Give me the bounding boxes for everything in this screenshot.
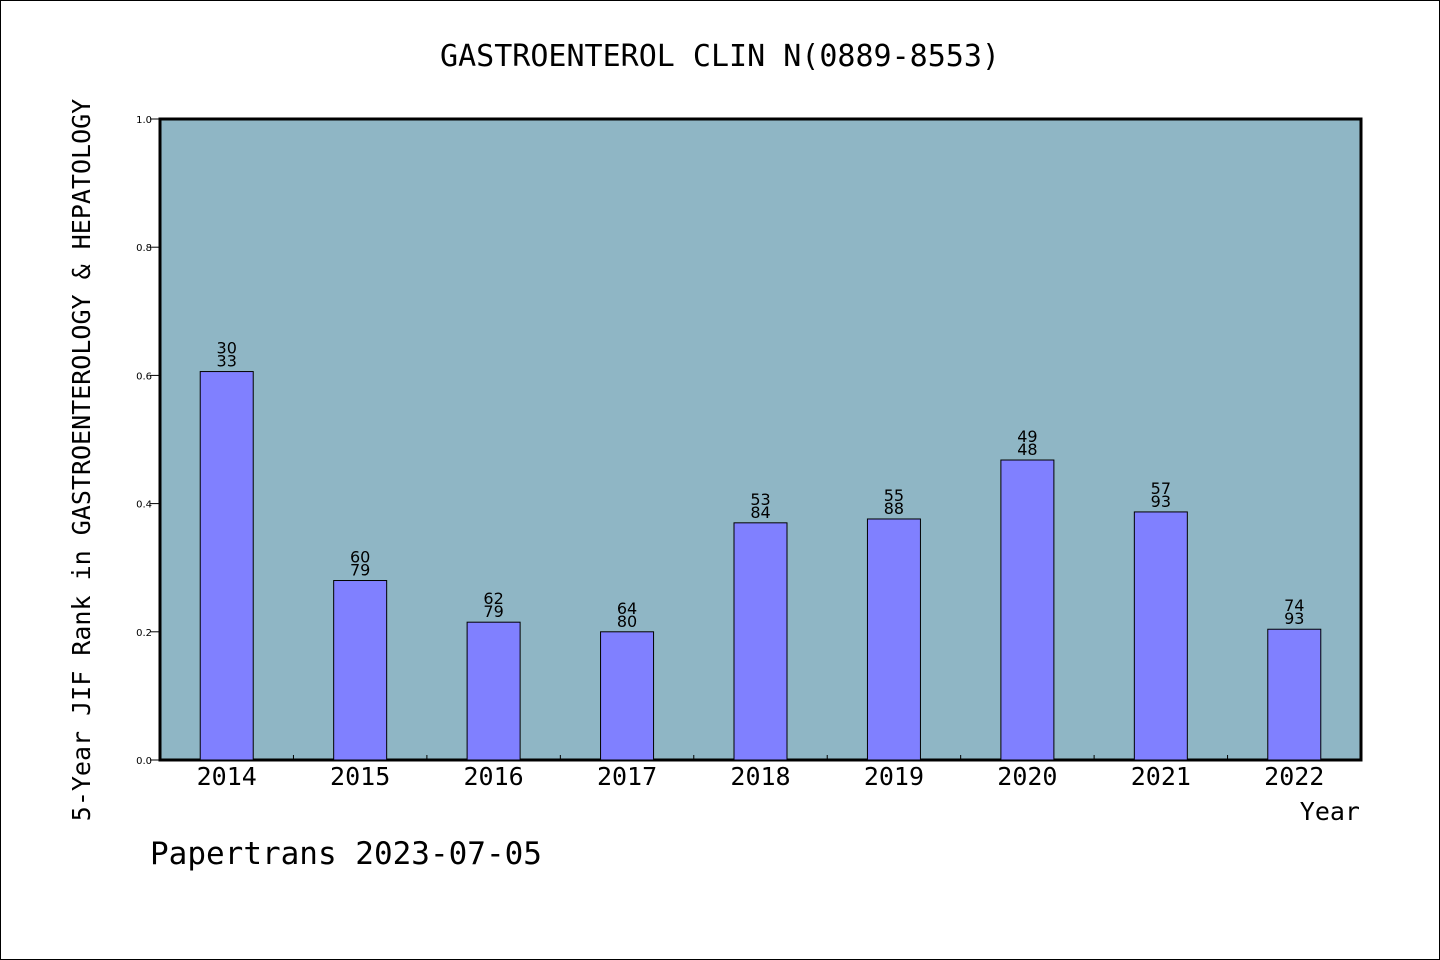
y-tick-label: 0.4: [136, 500, 152, 511]
y-tick-label: 1.0: [136, 115, 152, 126]
x-axis-label: Year: [1300, 797, 1360, 826]
bar-label-total: 79: [483, 602, 503, 621]
bar-label-rank: 64: [617, 599, 637, 618]
x-tick-label: 2016: [464, 762, 524, 791]
chart-title: GASTROENTEROL CLIN N(0889-8553): [440, 39, 1000, 74]
bar-label-rank: 53: [750, 490, 770, 509]
bar: [333, 580, 388, 761]
bar-label-total: 33: [217, 352, 237, 371]
x-tick-label: 2021: [1131, 762, 1191, 791]
bar: [1000, 459, 1055, 761]
bar: [1267, 628, 1322, 761]
x-tick-label: 2014: [197, 762, 257, 791]
x-axis: 2014 2015 2016 2017 2018 2019 2020 2021 2022: [197, 755, 1324, 791]
bar-label-rank: 30: [217, 339, 237, 358]
bar-label-total: 80: [617, 612, 637, 631]
bar: [600, 631, 655, 761]
bar: [199, 371, 254, 761]
bar-label-total: 93: [1284, 609, 1304, 628]
y-tick-label: 0.2: [136, 628, 152, 639]
bar-label-total: 48: [1017, 440, 1037, 459]
x-tick-label: 2022: [1264, 762, 1324, 791]
bar-label-total: 79: [350, 561, 370, 580]
bar-label-rank: 74: [1284, 596, 1304, 615]
bar-label-rank: 60: [350, 548, 370, 567]
y-tick-label: 0.8: [136, 243, 152, 254]
x-tick-label: 2019: [864, 762, 924, 791]
bar: [733, 522, 788, 761]
x-tick-label: 2017: [597, 762, 657, 791]
y-axis: 0.0 0.2 0.4 0.6 0.8 1.0: [136, 115, 160, 767]
y-axis-label: 5-Year JIF Rank in GASTROENTEROLOGY & HE…: [67, 99, 96, 821]
bar-label-rank: 49: [1017, 427, 1037, 446]
bar-label-rank: 57: [1151, 479, 1171, 498]
x-tick-label: 2015: [330, 762, 390, 791]
bar: [1133, 511, 1188, 761]
y-tick-label: 0.6: [136, 371, 152, 382]
bar-label-total: 93: [1151, 492, 1171, 511]
x-tick-label: 2018: [730, 762, 790, 791]
footer-credit: Papertrans 2023-07-05: [150, 836, 542, 872]
bar-label-rank: 55: [884, 486, 904, 505]
bar-label-total: 88: [884, 499, 904, 518]
bar: [866, 518, 921, 761]
y-tick-label: 0.0: [136, 756, 152, 767]
bar-label-total: 84: [750, 503, 770, 522]
bar-label-rank: 62: [483, 589, 503, 608]
bar: [466, 621, 521, 761]
x-tick-label: 2020: [997, 762, 1057, 791]
